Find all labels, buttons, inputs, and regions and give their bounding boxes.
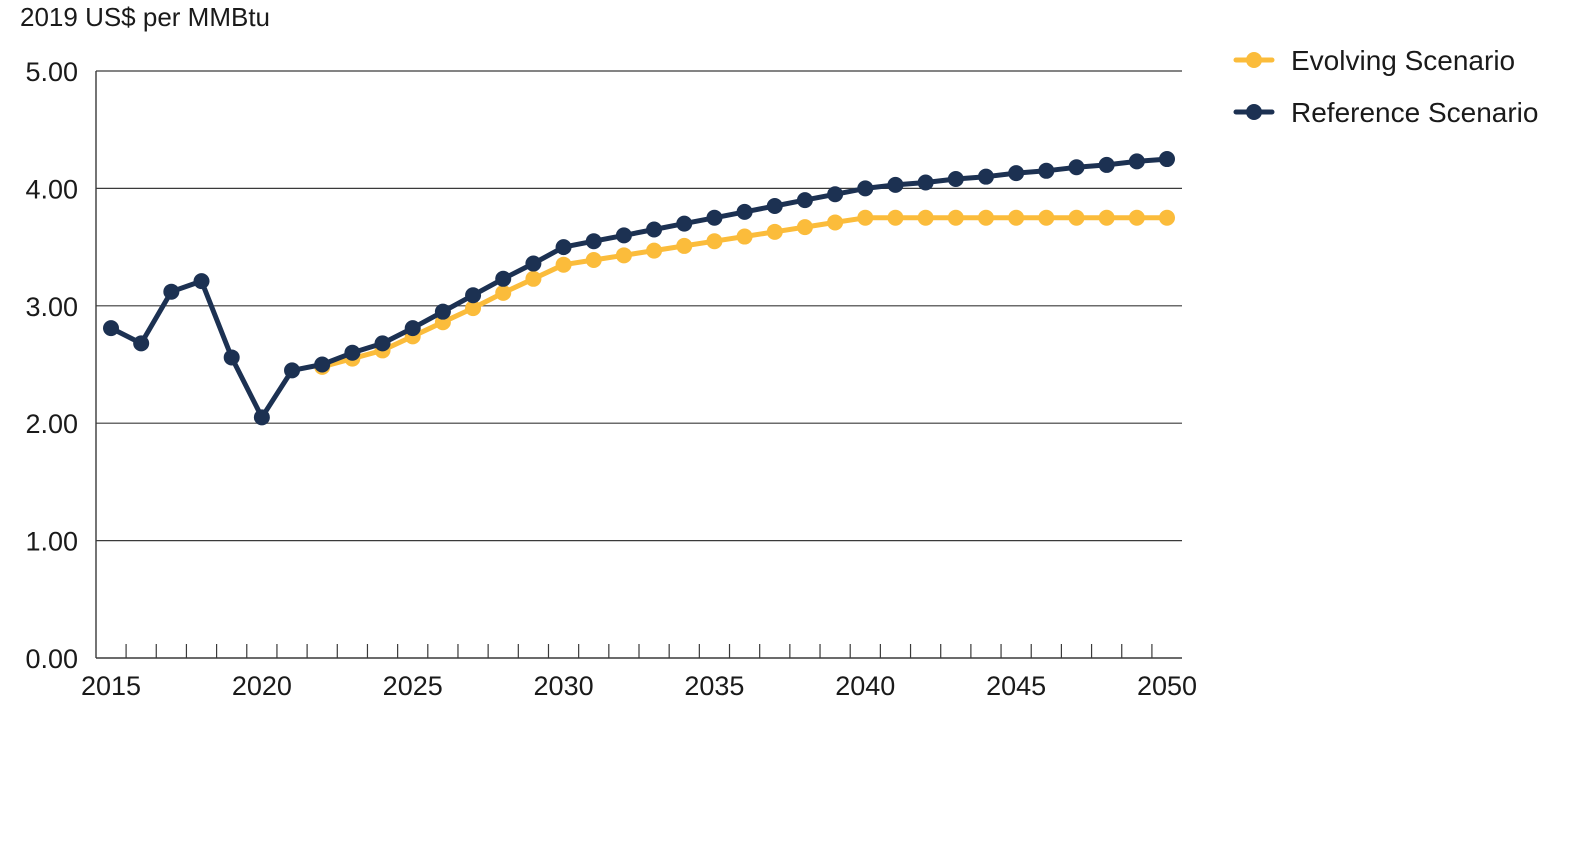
data-point xyxy=(133,335,150,352)
data-point xyxy=(796,192,813,209)
data-point xyxy=(344,344,361,361)
data-point xyxy=(1159,209,1175,226)
data-point xyxy=(827,214,844,231)
x-tick-label: 2040 xyxy=(835,671,895,701)
y-tick-label: 3.00 xyxy=(25,292,78,322)
data-point xyxy=(314,356,331,373)
data-point xyxy=(646,242,663,259)
data-point xyxy=(1128,209,1145,226)
data-point xyxy=(857,180,874,197)
y-axis-label: 2019 US$ per MMBtu xyxy=(20,2,270,32)
x-tick-label: 2030 xyxy=(534,671,594,701)
data-point xyxy=(1068,209,1085,226)
series-line xyxy=(108,156,1170,420)
x-tick-label: 2025 xyxy=(383,671,443,701)
data-point xyxy=(857,209,874,226)
data-point xyxy=(887,209,904,226)
data-point xyxy=(1098,209,1115,226)
y-tick-label: 0.00 xyxy=(25,644,78,674)
series-evolving-scenario xyxy=(314,209,1175,375)
data-point xyxy=(585,233,602,250)
data-point xyxy=(917,174,934,191)
data-point xyxy=(706,209,723,226)
data-point xyxy=(525,270,542,287)
legend-swatch-marker xyxy=(1246,104,1262,120)
series-reference-scenario xyxy=(103,151,1175,426)
data-point xyxy=(615,247,632,264)
axes xyxy=(95,71,1182,659)
legend-label: Reference Scenario xyxy=(1291,97,1538,128)
data-point xyxy=(1159,151,1175,168)
data-point xyxy=(404,320,421,337)
data-point xyxy=(1038,209,1055,226)
data-point xyxy=(646,221,663,238)
data-point xyxy=(555,256,572,273)
data-point xyxy=(887,176,904,193)
y-tick-label: 2.00 xyxy=(25,409,78,439)
data-point xyxy=(284,362,301,379)
data-point xyxy=(223,349,240,366)
data-point xyxy=(676,215,693,232)
data-point xyxy=(555,239,572,256)
data-point xyxy=(465,300,482,317)
data-point xyxy=(676,237,693,254)
y-tick-label: 1.00 xyxy=(25,527,78,557)
y-tick-labels: 0.00 1.00 2.00 3.00 4.00 5.00 xyxy=(25,57,78,674)
data-point xyxy=(977,209,994,226)
data-point xyxy=(163,283,180,300)
data-point xyxy=(1038,162,1055,179)
data-point xyxy=(706,233,723,250)
data-point xyxy=(1068,159,1085,176)
data-point xyxy=(103,320,119,337)
data-point xyxy=(917,209,934,226)
data-point xyxy=(736,228,753,245)
legend: Evolving Scenario Reference Scenario xyxy=(1233,45,1538,128)
data-point xyxy=(1098,156,1115,173)
legend-label: Evolving Scenario xyxy=(1291,45,1515,76)
data-point xyxy=(615,227,632,244)
x-tick-label: 2050 xyxy=(1137,671,1197,701)
data-point xyxy=(947,171,964,188)
data-point xyxy=(1008,209,1025,226)
y-tick-label: 5.00 xyxy=(25,57,78,87)
legend-swatch-marker xyxy=(1246,52,1262,68)
data-point xyxy=(525,255,542,272)
data-point xyxy=(374,335,391,352)
data-point xyxy=(827,186,844,203)
x-tick-label: 2035 xyxy=(684,671,744,701)
data-point xyxy=(495,270,512,287)
data-point xyxy=(465,287,482,304)
x-tick-label: 2020 xyxy=(232,671,292,701)
data-point xyxy=(1008,165,1025,182)
data-point xyxy=(766,223,783,240)
data-point xyxy=(736,203,753,220)
data-point xyxy=(495,284,512,301)
data-point xyxy=(193,273,210,290)
data-point xyxy=(1128,153,1145,170)
x-tick-label: 2045 xyxy=(986,671,1046,701)
x-tick-labels: 2015 2020 2025 2030 2035 2040 2045 2050 xyxy=(81,671,1197,701)
data-point xyxy=(977,168,994,185)
gridlines xyxy=(96,70,1182,542)
data-point xyxy=(766,198,783,215)
data-point xyxy=(253,409,270,426)
x-tick-label: 2015 xyxy=(81,671,141,701)
data-point xyxy=(796,219,813,236)
data-point xyxy=(434,303,451,320)
y-tick-label: 4.00 xyxy=(25,174,78,204)
data-point xyxy=(947,209,964,226)
series-group xyxy=(103,151,1175,426)
data-point xyxy=(585,252,602,269)
